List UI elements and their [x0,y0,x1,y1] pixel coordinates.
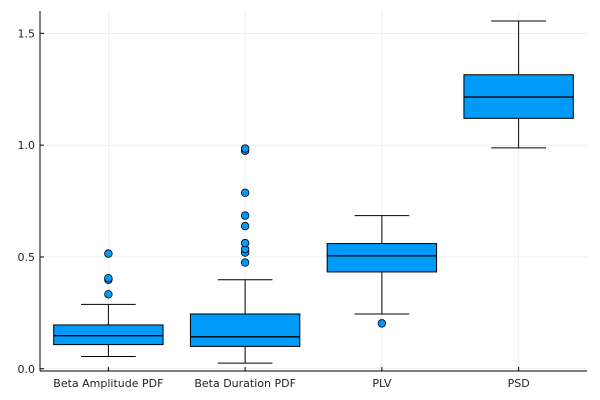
box-group-2 [326,215,438,328]
axes [39,11,587,372]
box-iqr [189,313,301,347]
y-tick-label: 1.5 [18,27,36,40]
outlier-point [240,188,250,197]
box-iqr [53,324,164,346]
outlier-point [377,319,387,328]
y-tick-label: 0.0 [18,363,36,376]
outlier-point [240,144,250,153]
box-group-0 [53,249,164,357]
grid-lines [40,11,587,371]
outlier-point [240,258,250,267]
box-group-3 [463,20,574,149]
outlier-point [240,221,250,231]
outlier-point [240,211,250,220]
box-group-1 [189,144,301,364]
outlier-point [240,238,250,248]
y-tick-label: 0.5 [18,251,36,264]
x-tick-label: Beta Duration PDF [194,377,296,390]
outlier-point [104,249,113,258]
x-tick-label: Beta Amplitude PDF [53,377,163,390]
outlier-point [104,274,113,283]
x-tick-label: PSD [508,377,530,390]
box-plot-series [53,20,574,364]
outlier-point [104,290,113,299]
x-tick-label: PLV [372,377,392,390]
box-iqr [326,243,438,273]
y-tick-label: 1.0 [18,139,36,152]
tick-labels: 0.0 0.5 1.0 1.5 Beta Amplitude PDF Beta Durat… [18,27,530,390]
